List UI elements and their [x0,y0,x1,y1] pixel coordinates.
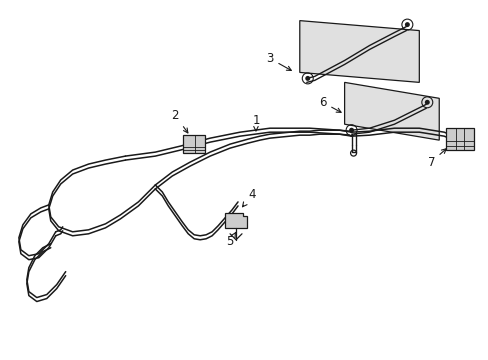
Circle shape [404,22,409,27]
Text: 3: 3 [265,52,291,71]
FancyBboxPatch shape [183,135,205,153]
Text: 5: 5 [226,232,235,248]
Circle shape [424,100,429,105]
Polygon shape [299,21,419,82]
Polygon shape [344,82,438,140]
Text: 1: 1 [252,114,259,131]
Circle shape [305,76,309,81]
Text: 7: 7 [427,149,445,168]
Circle shape [348,128,353,133]
Polygon shape [224,213,246,228]
Text: 4: 4 [242,188,255,207]
Text: 2: 2 [171,109,187,133]
Text: 6: 6 [318,96,341,112]
FancyBboxPatch shape [446,128,473,150]
